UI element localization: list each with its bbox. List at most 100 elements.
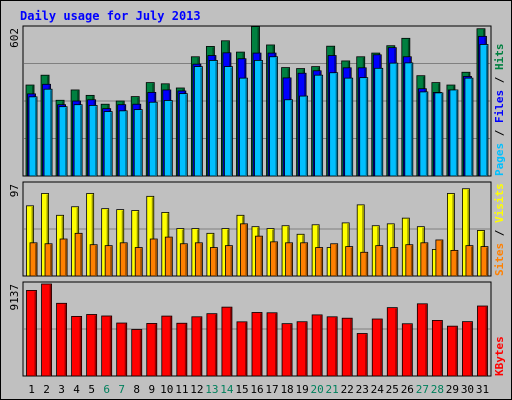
day-label-27: 27 xyxy=(416,383,429,396)
bar-kbytes-day-29 xyxy=(447,325,458,377)
bar-pages-day-22 xyxy=(344,77,354,177)
day-label-7: 7 xyxy=(118,383,125,396)
day-label-16: 16 xyxy=(250,383,263,396)
bar-pages-day-6 xyxy=(103,111,113,177)
bar-pages-day-12 xyxy=(193,66,203,177)
day-label-12: 12 xyxy=(190,383,203,396)
bar-sites-day-4 xyxy=(74,232,83,277)
bar-kbytes-day-26 xyxy=(401,323,413,377)
legend-hits: Hits xyxy=(493,44,506,71)
bar-kbytes-day-15 xyxy=(236,321,248,377)
day-label-29: 29 xyxy=(446,383,459,396)
bar-sites-day-10 xyxy=(164,236,173,277)
bar-pages-day-9 xyxy=(148,101,158,177)
chart-title: Daily usage for July 2013 xyxy=(20,9,201,23)
bar-kbytes-day-28 xyxy=(431,320,443,377)
kbytes-panel: 9137 KBytes xyxy=(8,281,506,377)
bar-sites-day-5 xyxy=(89,244,98,277)
bar-pages-day-1 xyxy=(28,96,38,177)
day-label-25: 25 xyxy=(386,383,399,396)
sites-visits-panel: 97 Sites / Visits xyxy=(8,181,506,277)
bar-sites-day-31 xyxy=(480,246,489,277)
bar-sites-day-27 xyxy=(420,242,429,277)
bar-kbytes-day-7 xyxy=(116,322,128,377)
day-label-15: 15 xyxy=(235,383,248,396)
day-label-4: 4 xyxy=(73,383,80,396)
bar-kbytes-day-14 xyxy=(221,306,233,377)
day-label-18: 18 xyxy=(280,383,293,396)
bar-sites-day-22 xyxy=(345,246,354,277)
bar-sites-day-9 xyxy=(149,238,158,277)
bar-pages-day-5 xyxy=(88,105,98,177)
day-label-20: 20 xyxy=(311,383,324,396)
bar-kbytes-day-4 xyxy=(71,315,83,377)
bar-kbytes-day-20 xyxy=(311,314,323,377)
bar-pages-day-25 xyxy=(389,62,399,177)
bar-kbytes-day-22 xyxy=(341,317,353,377)
legend-files: Files xyxy=(493,90,506,123)
bar-kbytes-day-19 xyxy=(296,321,308,377)
bar-kbytes-day-31 xyxy=(477,305,488,377)
bar-pages-day-18 xyxy=(284,99,293,177)
bar-kbytes-day-27 xyxy=(416,303,428,377)
bar-pages-day-4 xyxy=(73,104,83,177)
bar-pages-day-2 xyxy=(43,88,53,177)
day-label-30: 30 xyxy=(461,383,474,396)
day-label-26: 26 xyxy=(401,383,414,396)
bar-sites-day-7 xyxy=(119,242,128,277)
bar-pages-day-26 xyxy=(404,62,414,177)
day-label-10: 10 xyxy=(160,383,173,396)
bar-kbytes-day-16 xyxy=(251,312,263,377)
day-label-5: 5 xyxy=(88,383,95,396)
day-label-13: 13 xyxy=(205,383,218,396)
bot-ymax-label: 9137 xyxy=(8,284,21,311)
bar-kbytes-day-3 xyxy=(56,302,67,377)
bar-sites-day-15 xyxy=(240,223,248,277)
day-label-24: 24 xyxy=(371,383,385,396)
bar-sites-day-13 xyxy=(209,247,218,277)
bar-pages-day-30 xyxy=(464,77,474,177)
bar-pages-day-10 xyxy=(163,100,173,177)
bar-kbytes-day-12 xyxy=(191,316,203,377)
legend-separator: / xyxy=(493,123,506,143)
day-label-19: 19 xyxy=(295,383,308,396)
bar-pages-day-3 xyxy=(58,106,68,177)
bar-pages-day-21 xyxy=(329,72,339,177)
day-label-31: 31 xyxy=(476,383,489,396)
bar-sites-day-12 xyxy=(194,242,203,277)
top-ymax-label: 602 xyxy=(8,28,21,48)
bar-sites-day-11 xyxy=(179,243,188,277)
bar-kbytes-day-24 xyxy=(371,318,383,377)
bar-pages-day-28 xyxy=(434,92,444,177)
day-label-21: 21 xyxy=(326,383,339,396)
day-label-17: 17 xyxy=(265,383,278,396)
bar-sites-day-28 xyxy=(435,239,444,277)
bar-kbytes-day-11 xyxy=(176,322,188,377)
day-label-6: 6 xyxy=(103,383,110,396)
legend-separator: / xyxy=(493,223,506,243)
bar-pages-day-16 xyxy=(254,60,263,177)
bar-pages-day-7 xyxy=(118,110,128,177)
bar-sites-day-2 xyxy=(44,243,53,277)
day-label-11: 11 xyxy=(175,383,188,396)
bar-pages-day-31 xyxy=(479,44,489,177)
day-label-28: 28 xyxy=(431,383,444,396)
bar-kbytes-day-17 xyxy=(266,312,278,377)
bar-sites-day-14 xyxy=(225,245,233,277)
bar-sites-day-19 xyxy=(300,242,309,277)
bar-kbytes-day-6 xyxy=(101,315,113,377)
day-label-9: 9 xyxy=(148,383,155,396)
bar-sites-day-16 xyxy=(255,235,263,277)
bar-pages-day-13 xyxy=(208,60,218,177)
bar-kbytes-day-25 xyxy=(386,307,398,377)
bar-pages-day-15 xyxy=(239,77,248,177)
bar-pages-day-24 xyxy=(374,67,384,177)
bar-pages-day-8 xyxy=(133,109,143,177)
legend-sites: Sites xyxy=(493,243,506,276)
bar-sites-day-17 xyxy=(270,241,278,277)
bar-kbytes-day-30 xyxy=(462,321,473,377)
day-label-8: 8 xyxy=(133,383,140,396)
bar-sites-day-20 xyxy=(315,247,324,277)
bar-pages-day-20 xyxy=(314,74,324,177)
